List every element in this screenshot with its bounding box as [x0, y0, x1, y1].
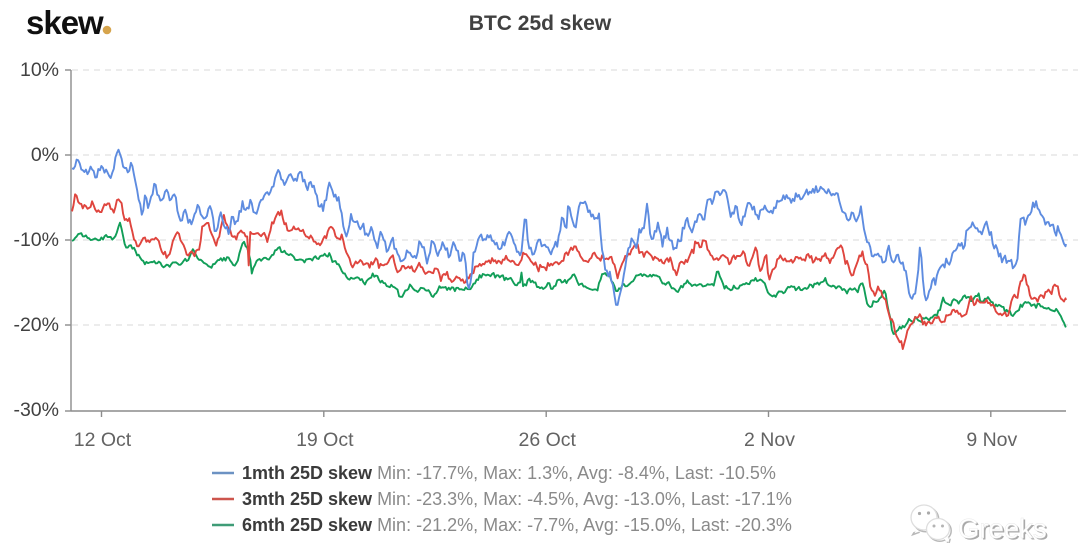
svg-text:BTC 25d skew: BTC 25d skew: [469, 12, 612, 35]
svg-text:10%: 10%: [20, 59, 59, 81]
svg-text:-30%: -30%: [13, 399, 59, 421]
svg-text:Greeks: Greeks: [958, 513, 1047, 543]
svg-text:12 Oct: 12 Oct: [74, 429, 132, 451]
svg-text:19 Oct: 19 Oct: [296, 429, 354, 451]
svg-text:-10%: -10%: [13, 229, 59, 251]
svg-text:2 Nov: 2 Nov: [744, 429, 795, 451]
svg-text:3mth 25D skew Min: -23.3%, Max: 3mth 25D skew Min: -23.3%, Max: -4.5%, A…: [242, 489, 792, 509]
svg-text:1mth 25D skew Min: -17.7%, Max: 1mth 25D skew Min: -17.7%, Max: 1.3%, Av…: [242, 463, 776, 483]
svg-text:Greeks: Greeks: [960, 515, 1049, 543]
svg-text:skew: skew: [26, 4, 104, 41]
svg-text:6mth 25D skew Min: -21.2%, Max: 6mth 25D skew Min: -21.2%, Max: -7.7%, A…: [242, 515, 792, 535]
svg-text:-20%: -20%: [13, 314, 59, 336]
svg-text:9 Nov: 9 Nov: [966, 429, 1017, 451]
svg-text:26 Oct: 26 Oct: [518, 429, 576, 451]
svg-text:0%: 0%: [31, 144, 59, 166]
